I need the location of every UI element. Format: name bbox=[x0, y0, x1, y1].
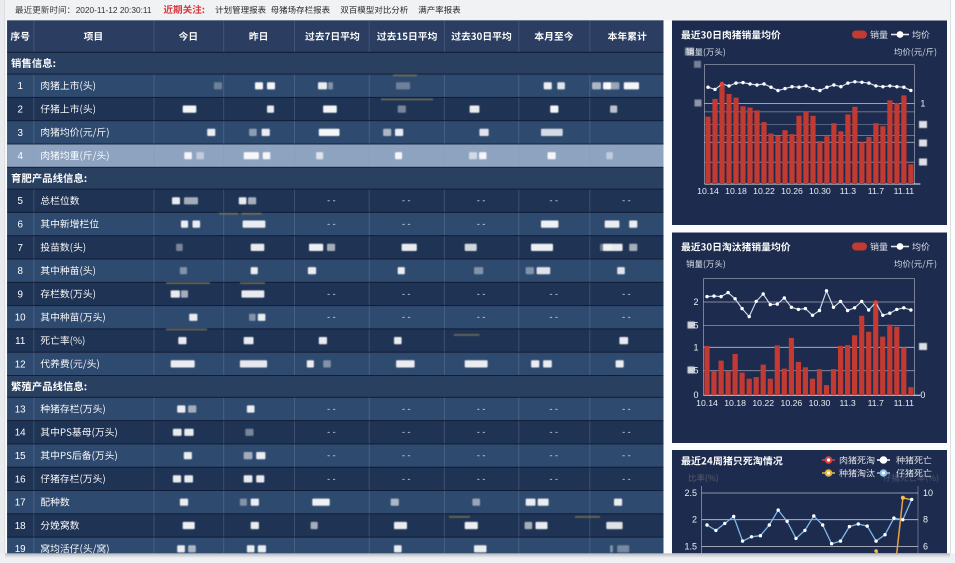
svg-text:10.26: 10.26 bbox=[781, 398, 803, 408]
svg-text:- -: - - bbox=[402, 451, 411, 461]
svg-text:- -: - - bbox=[327, 404, 336, 414]
svg-text:6: 6 bbox=[923, 541, 928, 551]
svg-text:0: 0 bbox=[693, 390, 698, 400]
svg-text:18: 18 bbox=[15, 521, 26, 532]
svg-text:- -: - - bbox=[550, 404, 559, 414]
svg-text:- -: - - bbox=[402, 312, 411, 322]
svg-text:- -: - - bbox=[622, 289, 631, 299]
svg-text:- -: - - bbox=[477, 427, 486, 437]
svg-text:- -: - - bbox=[402, 474, 411, 484]
svg-text:10: 10 bbox=[15, 313, 26, 324]
svg-text:7: 7 bbox=[17, 243, 22, 254]
svg-text:- -: - - bbox=[550, 196, 559, 206]
svg-text:- -: - - bbox=[402, 404, 411, 414]
svg-text:12: 12 bbox=[15, 359, 26, 370]
svg-text:- -: - - bbox=[402, 427, 411, 437]
svg-text:11.7: 11.7 bbox=[868, 186, 884, 196]
svg-text:- -: - - bbox=[622, 404, 631, 414]
svg-text:- -: - - bbox=[622, 312, 631, 322]
svg-text:- -: - - bbox=[622, 474, 631, 484]
svg-text:- -: - - bbox=[477, 289, 486, 299]
svg-text:16: 16 bbox=[15, 474, 26, 485]
svg-text:- -: - - bbox=[477, 451, 486, 461]
svg-text:6: 6 bbox=[17, 220, 23, 231]
svg-text:2: 2 bbox=[17, 105, 22, 116]
svg-text:- -: - - bbox=[327, 219, 336, 229]
svg-text:- -: - - bbox=[327, 312, 336, 322]
svg-text:10.22: 10.22 bbox=[752, 398, 774, 408]
svg-text:0: 0 bbox=[920, 390, 925, 400]
svg-text:11.3: 11.3 bbox=[840, 186, 856, 196]
svg-text:2: 2 bbox=[693, 297, 698, 307]
svg-text:- -: - - bbox=[477, 312, 486, 322]
svg-text:- -: - - bbox=[327, 289, 336, 299]
svg-text:17: 17 bbox=[15, 498, 26, 509]
svg-text:2020-11-12 20:30:11: 2020-11-12 20:30:11 bbox=[76, 5, 152, 15]
svg-text:- -: - - bbox=[402, 219, 411, 229]
svg-text:- -: - - bbox=[477, 219, 486, 229]
svg-text:- -: - - bbox=[550, 312, 559, 322]
svg-text:- -: - - bbox=[327, 451, 336, 461]
svg-text:5: 5 bbox=[17, 196, 23, 207]
svg-text:1: 1 bbox=[920, 99, 925, 109]
svg-text:3: 3 bbox=[17, 128, 23, 139]
svg-text:- -: - - bbox=[550, 427, 559, 437]
svg-text:10.14: 10.14 bbox=[697, 186, 719, 196]
svg-text:10.26: 10.26 bbox=[781, 186, 803, 196]
svg-text:- -: - - bbox=[477, 404, 486, 414]
svg-text:9: 9 bbox=[17, 289, 22, 300]
svg-text:- -: - - bbox=[622, 427, 631, 437]
svg-text:11.7: 11.7 bbox=[868, 398, 884, 408]
svg-text:10.30: 10.30 bbox=[809, 398, 831, 408]
svg-text:19: 19 bbox=[15, 544, 26, 555]
svg-text:2.5: 2.5 bbox=[684, 488, 697, 498]
svg-text:1.5: 1.5 bbox=[684, 541, 697, 551]
svg-text:- -: - - bbox=[327, 474, 336, 484]
svg-text:- -: - - bbox=[402, 289, 411, 299]
svg-text:14: 14 bbox=[15, 428, 26, 439]
svg-text:- -: - - bbox=[477, 196, 486, 206]
svg-text:- -: - - bbox=[550, 451, 559, 461]
svg-text:13: 13 bbox=[15, 404, 26, 415]
svg-text:- -: - - bbox=[550, 289, 559, 299]
svg-text:- -: - - bbox=[402, 196, 411, 206]
svg-text:11: 11 bbox=[15, 336, 25, 347]
svg-text:- -: - - bbox=[622, 196, 631, 206]
svg-text:- -: - - bbox=[477, 474, 486, 484]
svg-text:2: 2 bbox=[692, 515, 697, 525]
svg-text:10.30: 10.30 bbox=[809, 186, 831, 196]
svg-text:5: 5 bbox=[693, 321, 698, 331]
svg-text:5: 5 bbox=[693, 366, 698, 376]
svg-text:- -: - - bbox=[327, 427, 336, 437]
svg-text:8: 8 bbox=[17, 266, 23, 277]
svg-text:4: 4 bbox=[17, 151, 23, 162]
svg-text:1: 1 bbox=[17, 81, 22, 92]
svg-text:15: 15 bbox=[15, 451, 26, 462]
svg-text:- -: - - bbox=[550, 474, 559, 484]
svg-text:10.18: 10.18 bbox=[725, 186, 747, 196]
svg-text:10.14: 10.14 bbox=[696, 398, 718, 408]
svg-text:10: 10 bbox=[923, 488, 933, 498]
svg-text:- -: - - bbox=[327, 196, 336, 206]
svg-text:11.3: 11.3 bbox=[839, 398, 855, 408]
svg-text:1: 1 bbox=[693, 342, 698, 352]
svg-text:10.18: 10.18 bbox=[724, 398, 746, 408]
svg-text:10.22: 10.22 bbox=[753, 186, 775, 196]
svg-text:11.11: 11.11 bbox=[894, 398, 915, 408]
svg-text:11.11: 11.11 bbox=[894, 186, 915, 196]
svg-text:- -: - - bbox=[622, 451, 631, 461]
svg-text:8: 8 bbox=[923, 515, 928, 525]
